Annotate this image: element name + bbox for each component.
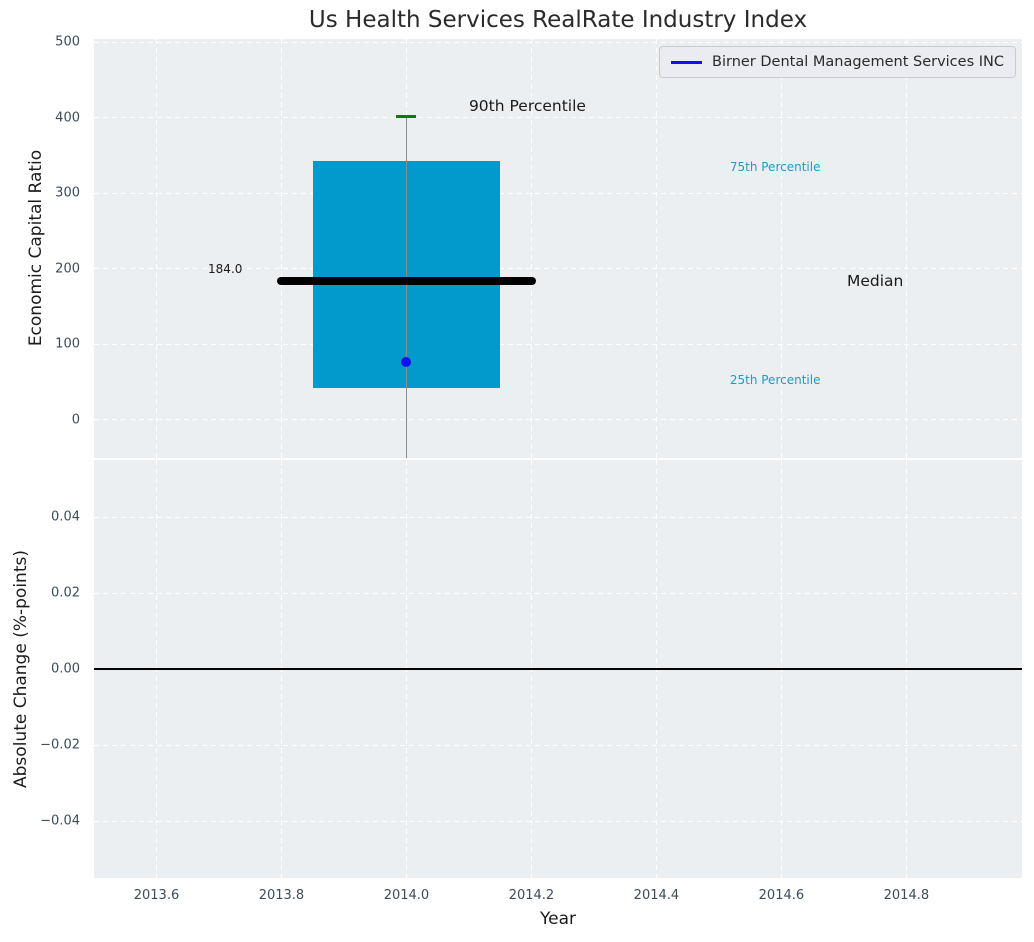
company-point-marker <box>401 357 412 368</box>
y-tick-label: 0.00 <box>51 661 80 677</box>
p90-cap <box>396 114 417 118</box>
x-tick-label: 2013.8 <box>258 888 305 903</box>
y-tick-label: 300 <box>55 185 80 201</box>
chart-title: Us Health Services RealRate Industry Ind… <box>308 7 808 33</box>
annotation-75th-percentile: 75th Percentile <box>729 159 821 174</box>
y-tick-label: −0.02 <box>40 737 80 753</box>
grid-line-vertical <box>530 39 532 458</box>
y-axis-label-top: Economic Capital Ratio <box>26 149 46 347</box>
annotation-median: Median <box>846 271 904 290</box>
y-tick-label: 500 <box>55 34 80 50</box>
grid-line-horizontal <box>94 592 1022 594</box>
zero-line <box>94 668 1022 670</box>
x-axis-label: Year <box>540 909 576 929</box>
absolute-change-plot <box>94 460 1022 878</box>
x-tick-label: 2013.6 <box>133 888 180 903</box>
y-tick-label: 200 <box>55 261 80 277</box>
grid-line-horizontal <box>94 419 1022 421</box>
y-tick-label: 0.02 <box>51 585 80 601</box>
y-tick-label: 400 <box>55 110 80 126</box>
grid-line-vertical <box>155 39 157 458</box>
grid-line-horizontal <box>94 744 1022 746</box>
x-tick-label: 2014.2 <box>508 888 555 903</box>
grid-line-horizontal <box>94 516 1022 518</box>
y-tick-label: 0 <box>71 412 80 428</box>
x-tick-label: 2014.8 <box>883 888 930 903</box>
legend-label: Birner Dental Management Services INC <box>712 54 1004 70</box>
whisker-line <box>405 116 408 458</box>
grid-line-horizontal <box>94 268 1022 270</box>
economic-capital-ratio-plot: Birner Dental Management Services INC 90… <box>94 39 1022 458</box>
y-tick-label: 0.04 <box>51 509 80 525</box>
grid-line-vertical <box>780 39 782 458</box>
grid-line-vertical <box>280 39 282 458</box>
x-tick-label: 2014.0 <box>383 888 430 903</box>
annotation-25th-percentile: 25th Percentile <box>729 372 821 387</box>
y-tick-label: 100 <box>55 336 80 352</box>
annotation-90th-percentile: 90th Percentile <box>468 97 586 116</box>
annotation-184-0: 184.0 <box>208 261 243 276</box>
grid-line-horizontal <box>94 117 1022 119</box>
grid-line-vertical <box>655 39 657 458</box>
grid-line-vertical <box>905 39 907 458</box>
grid-line-horizontal <box>94 41 1022 43</box>
x-tick-label: 2014.4 <box>633 888 680 903</box>
grid-line-horizontal <box>94 192 1022 194</box>
median-line <box>277 276 536 285</box>
grid-line-horizontal <box>94 343 1022 345</box>
y-tick-label: −0.04 <box>40 813 80 829</box>
grid-line-horizontal <box>94 820 1022 822</box>
legend: Birner Dental Management Services INC <box>659 46 1016 78</box>
x-tick-label: 2014.6 <box>758 888 805 903</box>
legend-line-sample <box>671 60 703 64</box>
